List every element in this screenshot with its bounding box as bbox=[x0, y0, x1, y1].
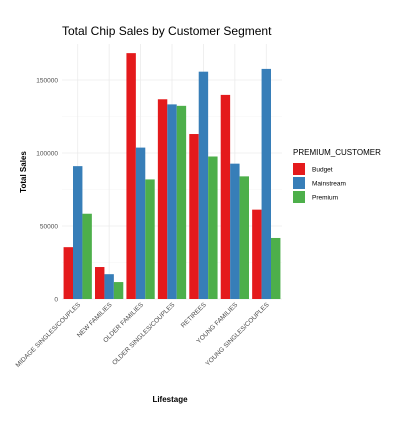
bar-premium bbox=[82, 213, 92, 299]
bar-premium bbox=[271, 237, 281, 299]
bar-mainstream bbox=[198, 71, 209, 299]
x-tick-label: RETIREES bbox=[180, 301, 208, 329]
y-tick-label: 0 bbox=[54, 296, 58, 303]
bar-budget bbox=[63, 247, 73, 299]
legend-title: PREMIUM_CUSTOMER bbox=[293, 148, 381, 157]
bar-budget bbox=[252, 209, 262, 299]
y-tick-label: 150000 bbox=[36, 77, 58, 84]
bar-mainstream bbox=[230, 163, 240, 299]
bar-budget bbox=[157, 99, 168, 299]
y-axis: 0 50000 100000 150000 bbox=[36, 77, 58, 303]
bar-mainstream bbox=[167, 104, 177, 299]
legend-swatch-budget bbox=[293, 163, 305, 175]
legend-swatch-premium bbox=[293, 191, 305, 203]
y-tick-label: 50000 bbox=[40, 223, 58, 230]
bar-mainstream bbox=[261, 68, 271, 300]
chart-title: Total Chip Sales by Customer Segment bbox=[62, 24, 272, 38]
bars bbox=[63, 53, 281, 300]
bar-premium bbox=[239, 176, 249, 299]
bar-budget bbox=[220, 94, 231, 299]
legend-label: Budget bbox=[312, 167, 333, 174]
bar-mainstream bbox=[135, 147, 146, 299]
y-axis-title: Total Sales bbox=[19, 151, 28, 193]
bar-premium bbox=[145, 179, 155, 299]
legend-swatch-mainstream bbox=[293, 177, 305, 189]
bar-premium bbox=[176, 105, 187, 299]
legend-label: Premium bbox=[312, 195, 338, 202]
bar-premium bbox=[208, 156, 218, 299]
legend: PREMIUM_CUSTOMER Budget Mainstream Premium bbox=[293, 148, 381, 203]
legend-label: Mainstream bbox=[312, 181, 346, 188]
x-tick-label: OLDER SINGLES/COUPLES bbox=[111, 301, 177, 367]
x-tick-label: YOUNG SINGLES/COUPLES bbox=[204, 301, 271, 368]
bar-budget bbox=[126, 53, 136, 299]
bar-mainstream bbox=[73, 166, 83, 299]
bar-premium bbox=[113, 282, 124, 299]
y-tick-label: 100000 bbox=[36, 150, 58, 157]
x-axis-title: Lifestage bbox=[152, 395, 188, 404]
bar-budget bbox=[189, 134, 199, 299]
bar-budget bbox=[95, 267, 105, 299]
bar-mainstream bbox=[104, 274, 114, 299]
x-tick-label: MIDAGE SINGLES/COUPLES bbox=[15, 301, 83, 369]
